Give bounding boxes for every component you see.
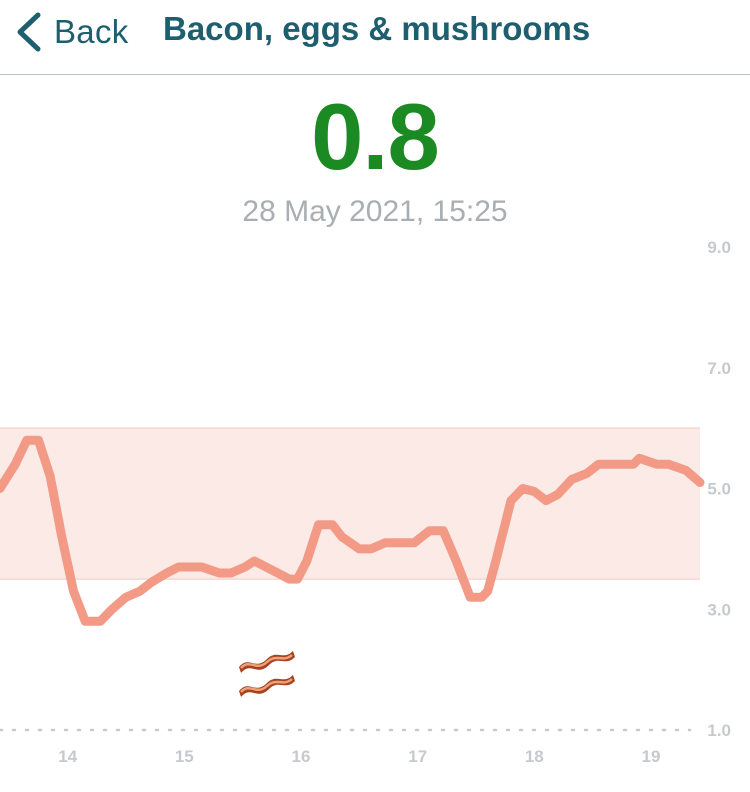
back-button[interactable]: Back: [14, 8, 129, 56]
glucose-data-point: [200, 566, 203, 568]
glucose-data-point: [358, 547, 361, 550]
x-tick-label: 14: [58, 747, 77, 766]
glucose-data-point: [585, 472, 588, 475]
page-title: Bacon, eggs & mushrooms: [163, 10, 591, 47]
glucose-data-point: [638, 457, 641, 460]
glucose-data-point: [189, 566, 192, 568]
glucose-data-point: [139, 590, 141, 593]
glucose-data-point: [99, 620, 102, 623]
glucose-data-point: [370, 547, 372, 550]
glucose-data-point: [442, 529, 445, 532]
glucose-data-point: [125, 596, 127, 599]
back-label: Back: [54, 13, 129, 50]
glucose-data-point: [37, 439, 40, 442]
glucose-data-point: [150, 581, 153, 584]
glucose-data-point: [556, 493, 559, 496]
glucose-data-point: [655, 463, 658, 466]
glucose-data-point: [521, 487, 524, 490]
glucose-data-point: [384, 541, 386, 544]
glucose-data-point: [230, 572, 232, 574]
glucose-data-point: [486, 590, 489, 593]
glucose-data-point: [25, 439, 28, 442]
glucose-data-point: [494, 560, 497, 562]
glucose-data-point: [288, 578, 291, 581]
glucose-data-point: [305, 560, 308, 562]
glucose-data-point: [14, 463, 17, 466]
x-tick-label: 18: [525, 747, 544, 766]
glucose-data-point: [0, 487, 1, 490]
navigation-bar: Back Bacon, eggs & mushrooms: [0, 0, 750, 75]
glucose-data-point: [60, 535, 63, 538]
y-tick-label: 1.0: [707, 721, 731, 740]
glucose-data-point: [570, 478, 573, 481]
glucose-data-point: [111, 608, 113, 611]
reading-timestamp: 28 May 2021, 15:25: [242, 195, 508, 228]
x-tick-label: 15: [175, 747, 194, 766]
glucose-data-point: [428, 529, 431, 532]
glucose-data-point: [632, 463, 635, 466]
glucose-data-point: [218, 572, 221, 574]
glucose-data-point: [296, 578, 299, 581]
glucose-data-point: [667, 463, 670, 466]
bacon-icon: [239, 651, 295, 697]
glucose-data-point: [244, 566, 246, 568]
glucose-data-point: [533, 490, 536, 493]
glucose-data-point: [253, 560, 256, 562]
glucose-data-point: [265, 566, 267, 568]
glucose-data-point: [331, 523, 334, 526]
y-tick-label: 5.0: [707, 480, 731, 499]
y-tick-label: 3.0: [707, 600, 731, 619]
glucose-reading-value: 0.8: [311, 84, 440, 189]
glucose-data-point: [480, 596, 483, 599]
glucose-data-point: [611, 463, 614, 466]
glucose-data-point: [699, 481, 701, 484]
glucose-data-point: [84, 620, 87, 623]
glucose-data-point: [49, 475, 52, 478]
glucose-data-point: [72, 590, 75, 593]
glucose-data-point: [545, 499, 547, 502]
glucose-data-point: [685, 469, 687, 472]
glucose-data-point: [317, 523, 320, 526]
glucose-data-point: [399, 541, 402, 544]
glucose-data-point: [340, 535, 343, 538]
glucose-data-point: [177, 566, 180, 568]
glucose-data-point: [597, 463, 600, 466]
glucose-data-point: [165, 572, 168, 574]
glucose-data-point: [455, 560, 458, 562]
glucose-data-point: [626, 463, 629, 466]
glucose-data-point: [276, 572, 279, 574]
y-tick-label: 7.0: [707, 359, 731, 378]
x-tick-label: 16: [292, 747, 311, 766]
glucose-data-point: [510, 499, 512, 502]
chevron-left-icon: [17, 12, 41, 52]
y-tick-label: 9.0: [707, 238, 731, 257]
x-tick-label: 19: [642, 747, 661, 766]
glucose-data-point: [469, 596, 472, 599]
target-range-band: [0, 428, 700, 580]
x-tick-label: 17: [408, 747, 427, 766]
glucose-data-point: [413, 541, 416, 544]
